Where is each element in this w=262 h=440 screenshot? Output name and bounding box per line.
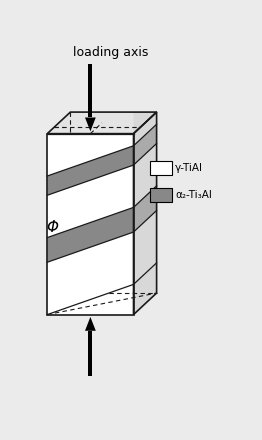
Text: γ-TiAl: γ-TiAl [175,163,203,173]
Polygon shape [134,124,157,165]
Polygon shape [134,112,157,146]
Text: loading axis: loading axis [73,46,148,59]
Polygon shape [47,112,157,134]
Polygon shape [134,186,157,232]
Polygon shape [47,232,134,315]
Text: Φ: Φ [47,220,59,235]
Polygon shape [85,117,96,131]
Polygon shape [134,210,157,284]
Polygon shape [47,134,134,315]
Polygon shape [85,317,96,331]
Bar [89,331,92,376]
Polygon shape [47,134,134,176]
Bar [150,161,172,175]
Bar [150,188,172,202]
Polygon shape [134,143,157,207]
Bar [89,64,92,117]
Polygon shape [47,165,134,238]
Text: α₂-Ti₃Al: α₂-Ti₃Al [175,190,212,200]
Polygon shape [134,112,157,315]
Polygon shape [47,146,134,195]
Polygon shape [47,207,134,262]
